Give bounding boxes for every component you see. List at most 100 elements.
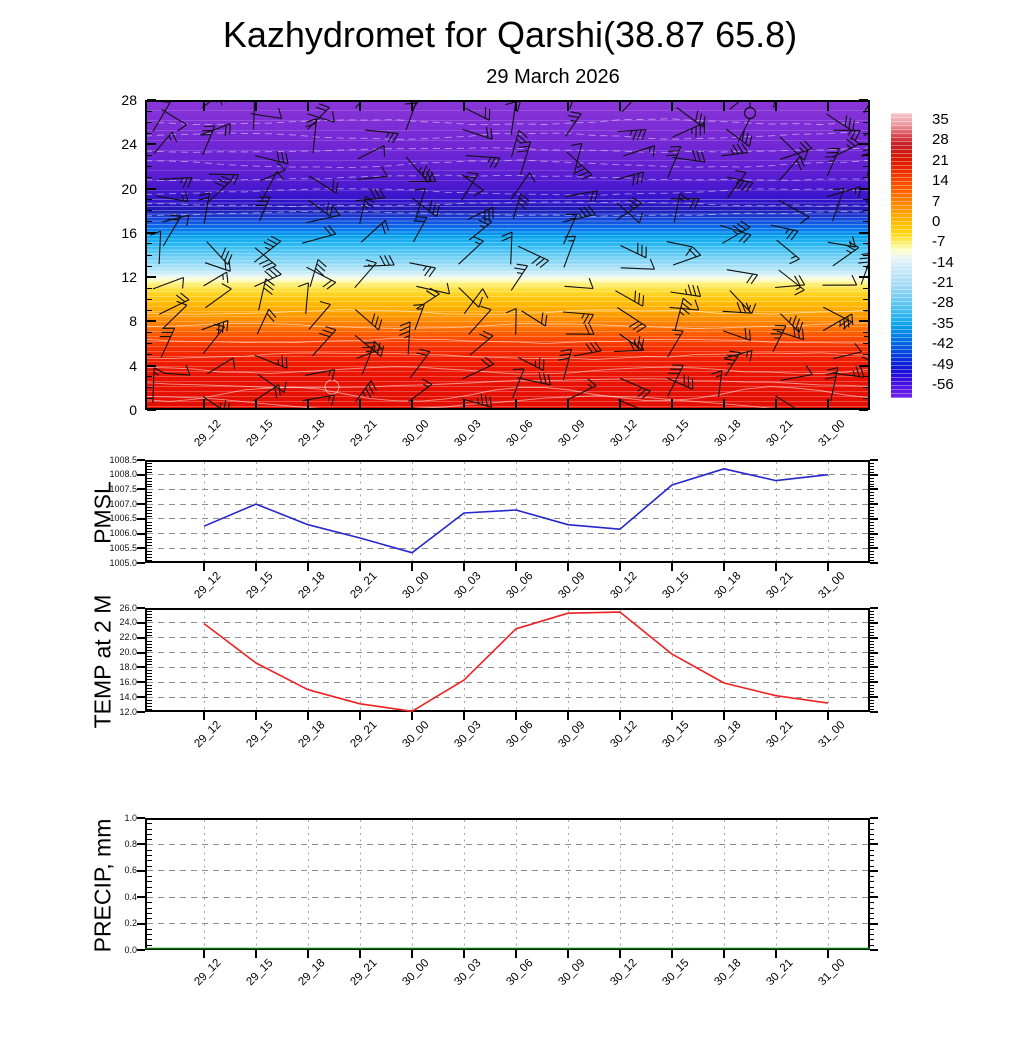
- precip-time-tick-label: 30_03: [452, 957, 483, 988]
- wind-barb: [469, 217, 492, 240]
- pmsl-series-line: [145, 460, 870, 563]
- wind-barb: [413, 304, 424, 329]
- wind-barb: [399, 322, 410, 355]
- precip-y-minor-tick-right: [870, 881, 874, 882]
- pmsl-y-minor-tick-right: [870, 495, 874, 496]
- pmsl-y-minor-tick-right: [870, 554, 874, 555]
- precip-time-tick-label: 29_15: [244, 957, 275, 988]
- wind-barb: [826, 114, 854, 131]
- main-y-tick-left: [147, 133, 152, 134]
- wind-barb: [666, 147, 681, 178]
- cross-section-plot: [145, 100, 870, 410]
- main-y-tick-right: [863, 199, 868, 200]
- colorbar-tick-label: -42: [932, 336, 954, 351]
- temp-y-minor-tick-right: [870, 700, 874, 701]
- main-x-tick-bottom: [411, 399, 413, 408]
- wind-barb: [462, 394, 492, 407]
- precip-y-minor-tick-right: [870, 939, 874, 940]
- wind-barb: [771, 225, 798, 240]
- wind-barb: [257, 309, 276, 334]
- pmsl-y-major-tick-left: [137, 533, 145, 535]
- pmsl-y-minor-tick-right: [870, 484, 874, 485]
- pmsl-y-tick-label: 1006.5: [95, 514, 137, 523]
- wind-barb: [513, 193, 529, 219]
- pmsl-time-tick-label: 30_21: [764, 570, 795, 601]
- temp-y-major-tick-left: [137, 711, 145, 713]
- pmsl-y-major-tick-right: [870, 562, 878, 564]
- wind-barb: [868, 385, 870, 399]
- main-x-tick-top: [775, 102, 777, 111]
- colorbar-stripes: [891, 113, 912, 398]
- main-x-tick-top: [827, 102, 829, 111]
- precip-x-outside-tick: [567, 950, 569, 958]
- main-time-tick-label: 30_21: [764, 418, 795, 449]
- wind-barb: [153, 101, 170, 131]
- temp-time-tick-label: 30_03: [452, 719, 483, 750]
- main-time-tick-label: 31_00: [816, 418, 847, 449]
- pmsl-y-tick-label: 1006.0: [95, 529, 137, 538]
- wind-barb: [355, 260, 377, 288]
- main-y-tick-left: [147, 166, 152, 167]
- pmsl-y-major-tick-left: [137, 518, 145, 520]
- temp-y-major-tick-right: [870, 637, 878, 639]
- main-y-tick-right: [863, 398, 868, 399]
- wind-barb: [412, 198, 439, 217]
- precip-y-minor-tick-right: [870, 860, 874, 861]
- temp-y-minor-tick-right: [870, 656, 874, 657]
- wind-barb: [674, 194, 689, 223]
- main-x-tick-top: [255, 102, 257, 111]
- main-y-tick-right: [863, 177, 868, 178]
- main-x-tick-top: [671, 102, 673, 111]
- wind-barb: [151, 231, 161, 264]
- precip-y-tick-label: 1.0: [95, 814, 137, 823]
- temp-y-minor-tick-right: [870, 709, 874, 710]
- temp-y-minor-tick-right: [870, 679, 874, 680]
- wind-barb: [413, 100, 429, 108]
- wind-barb: [306, 119, 317, 153]
- precip-time-tick-label: 30_18: [712, 957, 743, 988]
- main-y-tick-right: [863, 299, 868, 300]
- page-title: Kazhydromet for Qarshi(38.87 65.8): [0, 14, 1020, 56]
- colorbar-tick-label: -49: [932, 357, 954, 372]
- temp-y-tick-label: 22.0: [95, 633, 137, 642]
- wind-barb: [207, 242, 232, 265]
- pmsl-time-tick-label: 30_03: [452, 570, 483, 601]
- main-y-tick-right: [859, 409, 868, 411]
- wind-barb: [154, 132, 177, 154]
- colorbar-tick-label: -28: [932, 295, 954, 310]
- wind-barb: [159, 293, 189, 314]
- precip-y-minor-tick-right: [870, 945, 874, 946]
- pmsl-y-major-tick-left: [137, 474, 145, 476]
- main-y-tick-right: [863, 111, 868, 112]
- pmsl-y-minor-tick-right: [870, 478, 874, 479]
- main-y-tick-left: [147, 143, 156, 145]
- temp-time-tick-label: 29_15: [244, 719, 275, 750]
- colorbar-tick-label: -7: [932, 234, 945, 249]
- wind-barb: [825, 368, 838, 402]
- main-y-tick-right: [863, 343, 868, 344]
- main-x-tick-bottom: [827, 399, 829, 408]
- temp-y-minor-tick-right: [870, 626, 874, 627]
- pmsl-time-tick-label: 30_06: [504, 570, 535, 601]
- precip-time-tick-label: 30_06: [504, 957, 535, 988]
- pmsl-y-minor-tick-right: [870, 481, 874, 482]
- wind-barb: [309, 302, 331, 330]
- pmsl-y-minor-tick-right: [870, 472, 874, 473]
- pmsl-y-minor-tick-right: [870, 525, 874, 526]
- temp-y-major-tick-left: [137, 607, 145, 609]
- wind-barb: [464, 289, 488, 314]
- wind-barb: [779, 200, 809, 223]
- wind-barb: [358, 146, 385, 159]
- main-y-tick-left: [147, 210, 152, 211]
- temp-x-outside-tick: [671, 712, 673, 720]
- wind-barb: [365, 130, 398, 143]
- wind-barb: [779, 157, 804, 181]
- temp-y-minor-tick-right: [870, 703, 874, 704]
- wind-barb: [823, 275, 857, 285]
- wind-barb: [207, 358, 234, 374]
- precip-y-major-tick-left: [137, 896, 145, 898]
- precip-x-outside-tick: [671, 950, 673, 958]
- main-y-tick-left: [147, 199, 152, 200]
- main-x-tick-top: [567, 102, 569, 111]
- temp-y-major-tick-right: [870, 607, 878, 609]
